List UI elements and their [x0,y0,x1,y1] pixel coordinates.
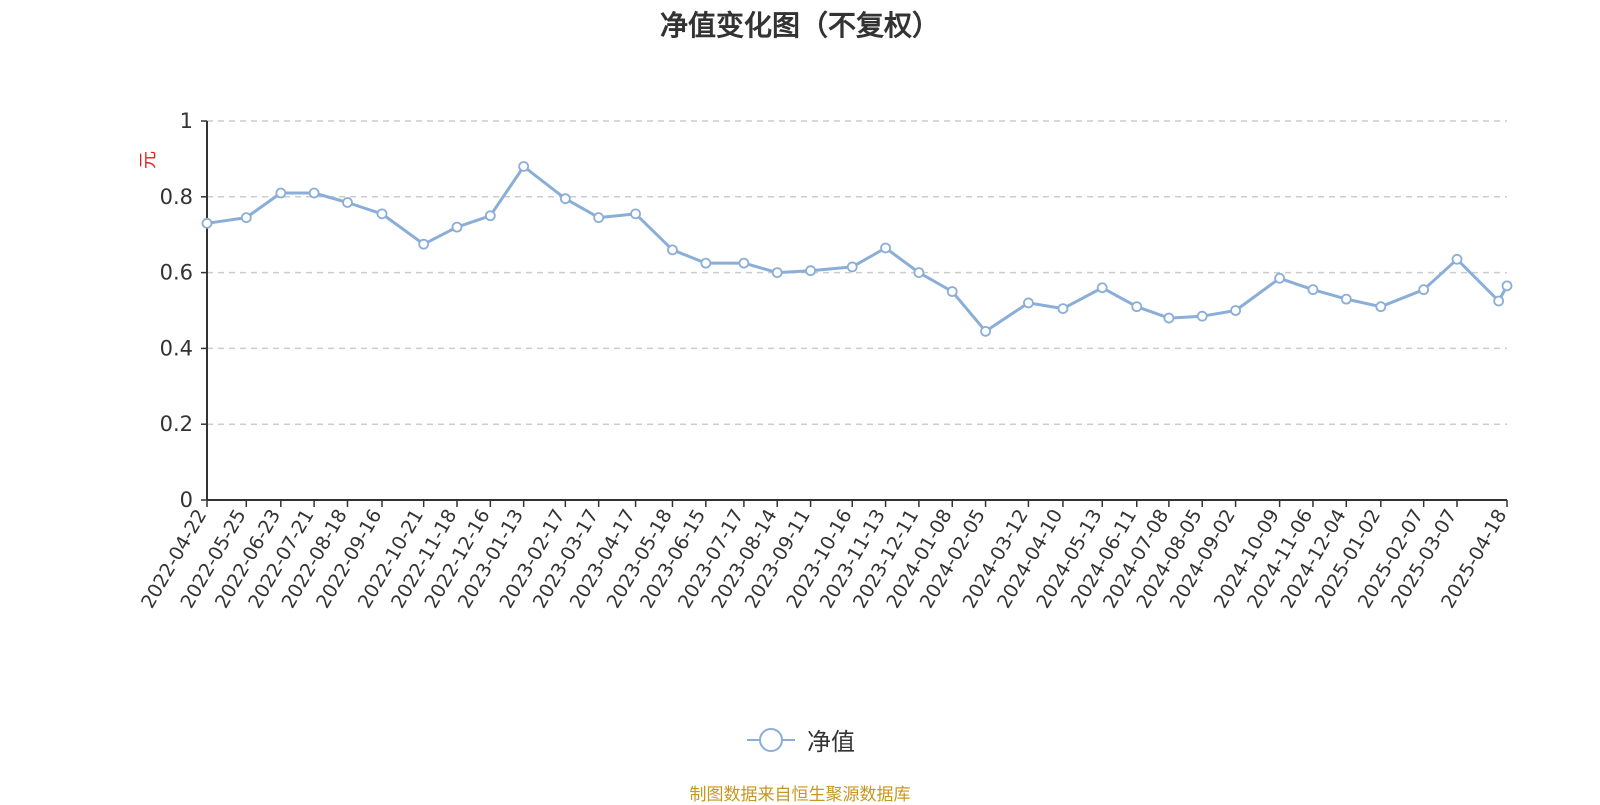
y-tick-label: 1 [180,109,193,133]
data-point[interactable] [1163,312,1175,324]
series-line-group [206,165,1509,333]
grid-lines [207,120,1507,425]
data-point[interactable] [846,261,858,273]
data-point[interactable] [1131,301,1143,313]
data-point[interactable] [451,221,463,233]
data-point[interactable] [913,267,925,279]
source-note: 制图数据来自恒生聚源数据库 [689,785,911,805]
legend-series-icon [747,727,795,752]
data-point[interactable] [771,267,783,279]
data-point[interactable] [559,193,571,205]
data-point[interactable] [1340,293,1352,305]
legend-series-label: 净值 [807,728,855,756]
x-axis-ticks: 2022-04-222022-05-252022-06-232022-07-21… [137,500,1511,612]
y-tick-label: 0.6 [160,261,193,285]
data-point[interactable] [342,197,353,208]
data-point[interactable] [1375,301,1387,313]
data-point[interactable] [1493,295,1505,307]
data-point[interactable] [630,208,641,220]
data-point[interactable] [880,242,891,254]
data-point[interactable] [1196,310,1208,322]
data-point[interactable] [805,265,816,277]
y-tick-label: 0.2 [160,412,193,436]
data-point[interactable] [593,212,605,224]
data-point[interactable] [980,325,991,337]
data-point[interactable] [1501,280,1513,292]
data-point[interactable] [1307,284,1319,296]
data-point[interactable] [738,257,750,269]
y-tick-label: 0 [180,488,193,512]
data-point[interactable] [240,212,252,224]
data-point[interactable] [308,187,320,199]
data-point[interactable] [946,286,958,297]
y-axis-ticks: 0 0.2 0.4 0.6 0.8 1 [160,109,207,512]
legend[interactable]: 净值 [0,722,1600,757]
axes [206,121,1507,501]
data-point[interactable] [484,210,496,222]
series-markers [201,161,1513,337]
y-tick-label: 0.4 [160,336,193,360]
data-point[interactable] [201,217,213,229]
y-axis-unit-label: 元 [138,151,159,169]
data-point[interactable] [1057,303,1069,315]
chart-title: 净值变化图（不复权） [659,9,940,42]
data-point[interactable] [1230,305,1241,316]
data-point[interactable] [376,208,388,220]
series-line-0 [206,165,1509,333]
data-point[interactable] [667,244,678,256]
data-point[interactable] [518,161,530,172]
data-point[interactable] [1023,297,1034,309]
data-point[interactable] [418,238,430,250]
y-tick-label: 0.8 [160,185,193,209]
data-point[interactable] [275,187,287,199]
data-point[interactable] [1274,272,1286,284]
data-point[interactable] [1451,253,1463,265]
data-point[interactable] [700,257,712,269]
data-point[interactable] [1096,282,1108,294]
data-point[interactable] [1418,284,1430,296]
